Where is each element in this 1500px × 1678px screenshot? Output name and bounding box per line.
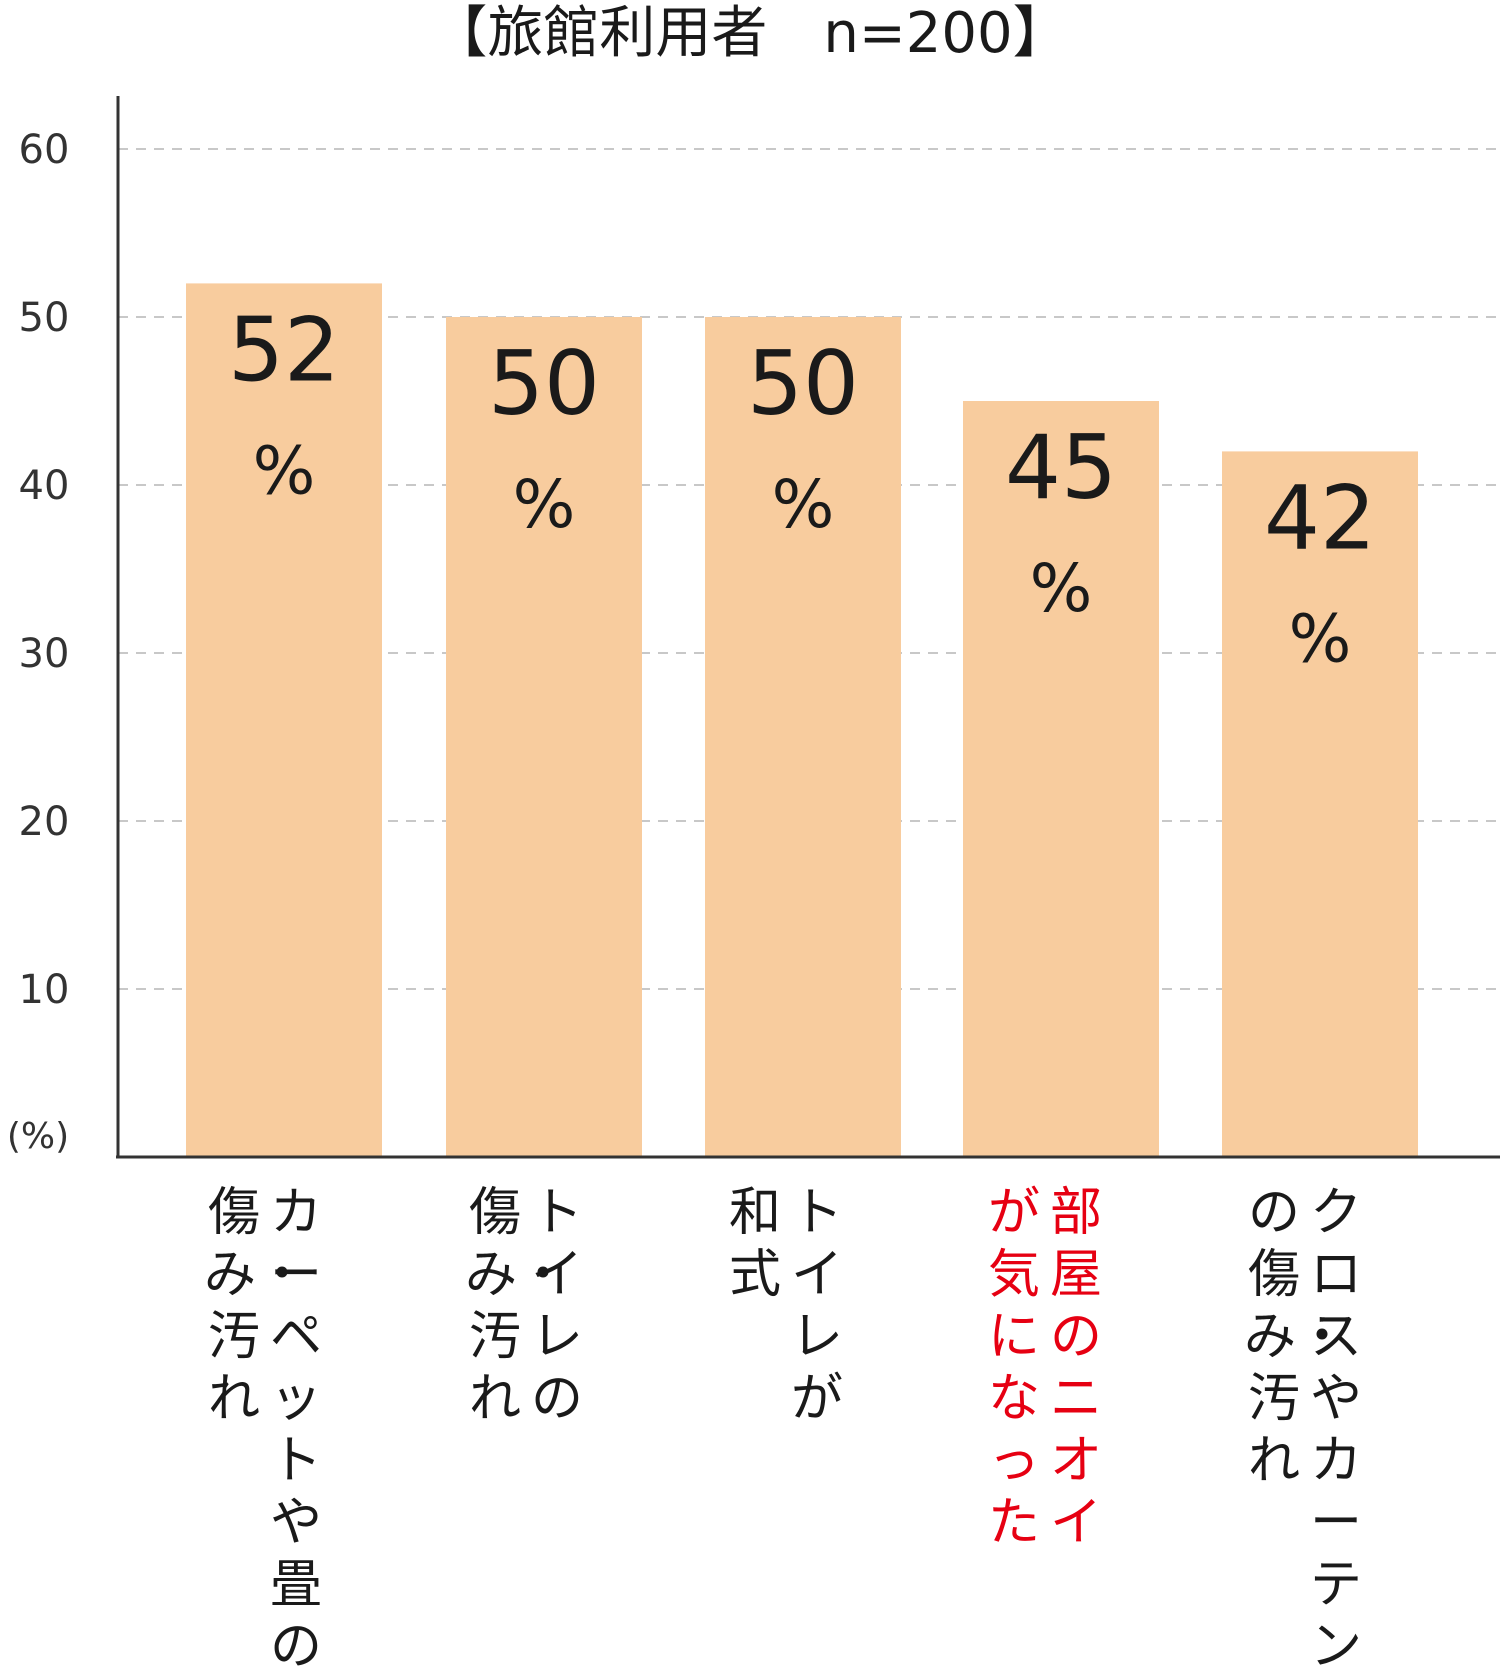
data-label-value: 42 — [1264, 466, 1376, 569]
bar — [705, 317, 901, 1157]
x-category-label: 部屋のニオイ — [1049, 1183, 1102, 1553]
x-category-label: 傷み・汚れ — [204, 1183, 309, 1429]
x-category-label: クロスやカーテン — [1309, 1183, 1362, 1677]
bar — [446, 317, 642, 1157]
data-label-value: 50 — [488, 332, 600, 435]
x-category-label: が気になった — [987, 1183, 1040, 1553]
y-axis-unit-label: (%) — [7, 1116, 69, 1157]
y-tick-label: 20 — [19, 799, 70, 845]
data-label-value: 45 — [1005, 416, 1117, 519]
x-category-label: の傷み・汚れ — [1244, 1183, 1349, 1491]
data-label-value: 50 — [747, 332, 859, 435]
data-label-unit: % — [513, 466, 576, 543]
y-tick-label: 30 — [19, 631, 70, 677]
y-axis-ticks: 10 20 30 40 50 60 — [19, 127, 70, 1013]
y-tick-label: 50 — [19, 295, 70, 341]
data-label-unit: % — [253, 432, 316, 509]
x-category-label: 傷み・汚れ — [465, 1183, 570, 1429]
x-category-label: 和式 — [728, 1183, 781, 1305]
data-label-unit: % — [1030, 550, 1093, 627]
x-category-label: トイレが — [790, 1183, 843, 1429]
x-category-label: トイレの — [530, 1183, 583, 1429]
chart-title: 【旅館利用者 n=200】 — [431, 1, 1069, 66]
bar — [1222, 451, 1418, 1157]
data-labels: 52% 50% 50% 45% 42% — [228, 298, 1376, 677]
y-tick-label: 40 — [19, 463, 70, 509]
bar — [186, 283, 382, 1157]
x-category-label: カーペットや畳の — [269, 1183, 322, 1677]
data-label-value: 52 — [228, 298, 340, 401]
data-label-unit: % — [772, 466, 835, 543]
data-label-unit: % — [1289, 600, 1352, 677]
y-tick-label: 60 — [19, 127, 70, 173]
y-tick-label: 10 — [19, 967, 70, 1013]
bars — [186, 283, 1418, 1157]
bar — [963, 401, 1159, 1157]
